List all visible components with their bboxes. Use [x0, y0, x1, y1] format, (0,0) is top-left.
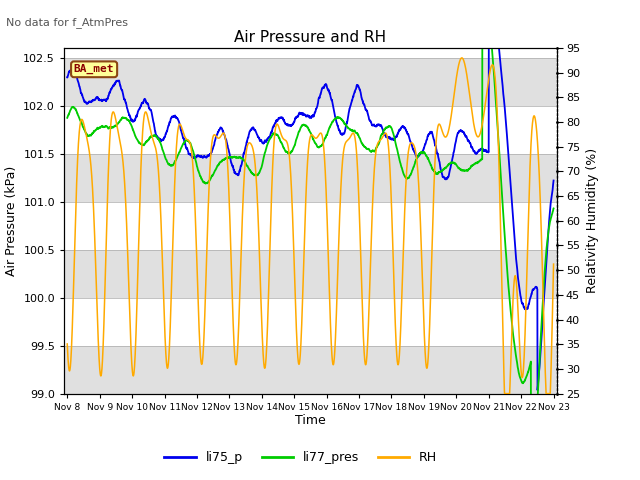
- Text: BA_met: BA_met: [74, 64, 115, 74]
- Bar: [64, 154, 557, 202]
- Y-axis label: Relativity Humidity (%): Relativity Humidity (%): [586, 148, 598, 293]
- Bar: [64, 250, 557, 298]
- Bar: [64, 346, 557, 394]
- X-axis label: Time: Time: [295, 414, 326, 427]
- Legend: li75_p, li77_pres, RH: li75_p, li77_pres, RH: [159, 446, 442, 469]
- Bar: [64, 58, 557, 106]
- Y-axis label: Air Pressure (kPa): Air Pressure (kPa): [4, 166, 18, 276]
- Text: No data for f_AtmPres: No data for f_AtmPres: [6, 17, 129, 28]
- Title: Air Pressure and RH: Air Pressure and RH: [234, 30, 387, 46]
